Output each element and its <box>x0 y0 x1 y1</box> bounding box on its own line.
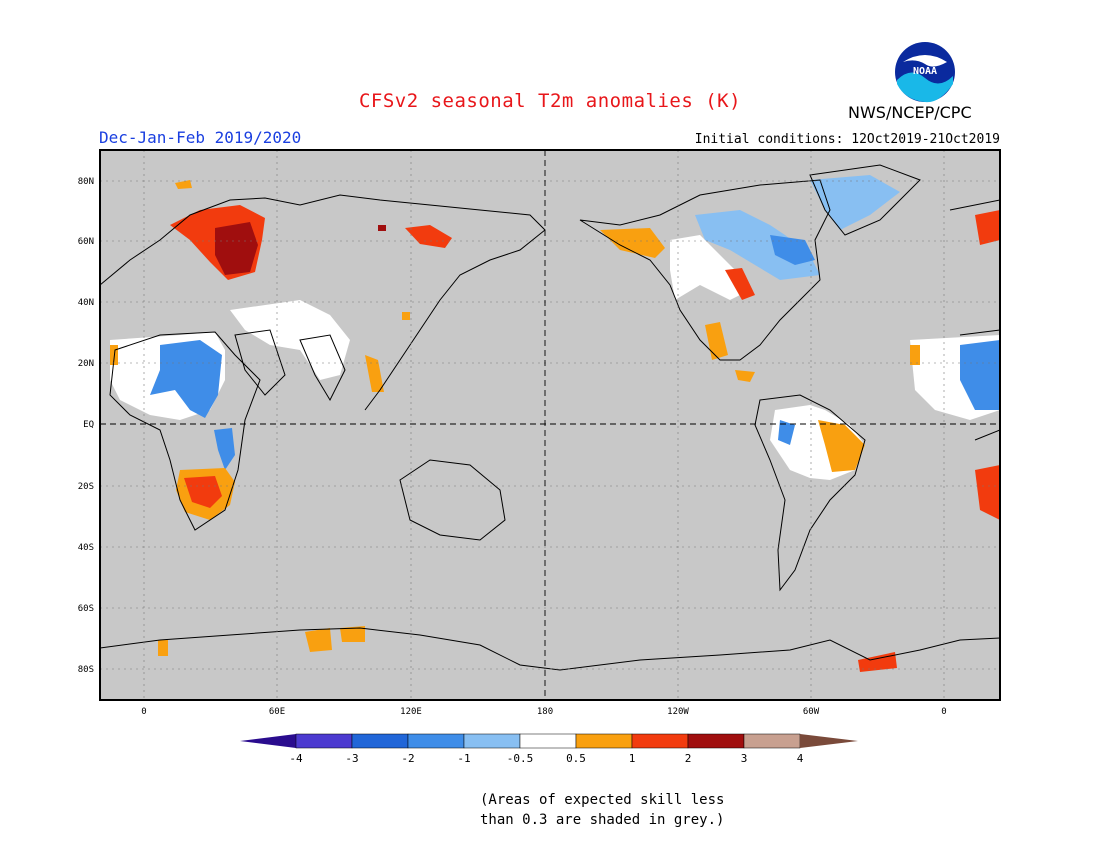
map-title: CFSv2 seasonal T2m anomalies (K) <box>358 90 742 112</box>
lat-labels: 80N 60N 40N 20N EQ 20S 40S 60S 80S <box>78 177 94 675</box>
anomaly-eastafrica-cool <box>214 428 235 470</box>
anomaly-centralamerica <box>735 370 755 382</box>
logo-text: NOAA <box>913 66 937 77</box>
lat-label: 20N <box>78 359 94 369</box>
colorbar-tick: 0.5 <box>566 752 586 765</box>
season-label: Dec-Jan-Feb 2019/2020 <box>99 128 302 147</box>
colorbar-bin <box>519 733 577 749</box>
lon-label: 60W <box>803 707 820 717</box>
colorbar-arrow-left <box>240 734 296 748</box>
colorbar-tick: -3 <box>345 752 358 765</box>
lon-label: 120W <box>667 707 689 717</box>
coast-wrap <box>949 199 1000 441</box>
anomaly-asia-near-normal <box>230 300 350 380</box>
lat-label: 40S <box>78 543 94 553</box>
footnote-line-2: than 0.3 are shaded in grey.) <box>480 812 725 828</box>
noaa-logo: NOAA <box>895 42 955 103</box>
lat-label: 80N <box>78 177 94 187</box>
lat-label: 40N <box>78 298 94 308</box>
anomaly-sahara-cool <box>150 340 222 418</box>
lon-labels: 0 60E 120E 180 120W 60W 0 <box>141 707 946 717</box>
lon-label: 0 <box>141 707 146 717</box>
colorbar-bin <box>743 733 801 749</box>
anomaly-china-spot <box>402 312 410 320</box>
anomaly-westafrica-wrap <box>910 345 920 365</box>
colorbar-bin <box>295 733 353 749</box>
colorbar-bin <box>575 733 633 749</box>
colorbar-bin <box>687 733 745 749</box>
lon-label: 0 <box>941 707 946 717</box>
initial-conditions: Initial conditions: 12Oct2019-21Oct2019 <box>694 132 1000 147</box>
lat-label: 80S <box>78 665 94 675</box>
lon-label: 180 <box>537 707 553 717</box>
lon-label: 120E <box>400 707 422 717</box>
anomaly-us-west-warm <box>725 268 755 300</box>
colorbar-tick: -0.5 <box>507 752 534 765</box>
anomaly-siberia-spot <box>378 225 386 231</box>
agency-label: NWS/NCEP/CPC <box>848 103 972 122</box>
colorbar-tick: 4 <box>797 752 804 765</box>
lat-label: EQ <box>83 420 94 430</box>
colorbar-bin <box>407 733 465 749</box>
anomaly-siberia-warm <box>405 225 452 248</box>
lat-label: 60S <box>78 604 94 614</box>
anomaly-hudson-cool <box>770 235 815 265</box>
anomaly-canada-cool <box>695 210 820 280</box>
anomaly-africa-wrap-cool <box>960 340 1000 410</box>
colorbar-tick: 2 <box>685 752 692 765</box>
anomaly-indochina <box>365 355 384 392</box>
anomaly-layer <box>110 175 1000 672</box>
lat-label: 20S <box>78 482 94 492</box>
colorbar-bin <box>351 733 409 749</box>
anomaly-southafrica-wrap <box>975 465 1000 520</box>
coast-north-america <box>579 179 831 361</box>
coast-antarctica <box>100 627 1000 671</box>
map-frame <box>99 149 1001 701</box>
coast-australia <box>399 459 506 541</box>
anomaly-brazil-warm <box>818 420 865 472</box>
coast-eurasia <box>100 194 546 411</box>
anomaly-na-near-normal <box>670 235 750 300</box>
colorbar-bin <box>631 733 689 749</box>
coastlines <box>100 164 1000 671</box>
lat-label: 60N <box>78 237 94 247</box>
logo-bird <box>903 55 947 67</box>
anomaly-antarctica-2 <box>340 626 365 642</box>
colorbar-arrow-right <box>800 734 858 748</box>
colorbar-tick: -4 <box>289 752 303 765</box>
reference-lines <box>100 150 1000 700</box>
coast-south-america <box>754 394 866 592</box>
anomaly-svalbard <box>175 180 192 189</box>
colorbar: -4 -3 -2 -1 -0.5 0.5 1 2 3 4 <box>240 733 858 765</box>
anomaly-russia-hot <box>215 222 258 275</box>
anomaly-antarctica-1 <box>305 628 332 652</box>
colorbar-bin <box>463 733 521 749</box>
colorbar-tick: -1 <box>457 752 470 765</box>
coast-africa <box>109 331 261 531</box>
graticule <box>100 150 1000 700</box>
anomaly-alaska-warm <box>600 228 665 258</box>
anomaly-amazon-cool <box>778 420 795 445</box>
colorbar-tick: 3 <box>741 752 748 765</box>
logo-wave <box>897 72 953 103</box>
coast-india <box>299 334 346 402</box>
anomaly-antarctica-4 <box>158 640 168 656</box>
footnote-line-1: (Areas of expected skill less <box>480 792 725 808</box>
anomaly-greenland-cool <box>810 175 900 230</box>
colorbar-tick: 1 <box>629 752 636 765</box>
coast-greenland <box>809 164 921 236</box>
colorbar-tick: -2 <box>401 752 414 765</box>
anomaly-southafrica-hot <box>184 476 222 508</box>
lon-label: 60E <box>269 707 285 717</box>
coast-arabia <box>234 329 286 396</box>
anomaly-europe-wrap <box>975 210 1000 245</box>
